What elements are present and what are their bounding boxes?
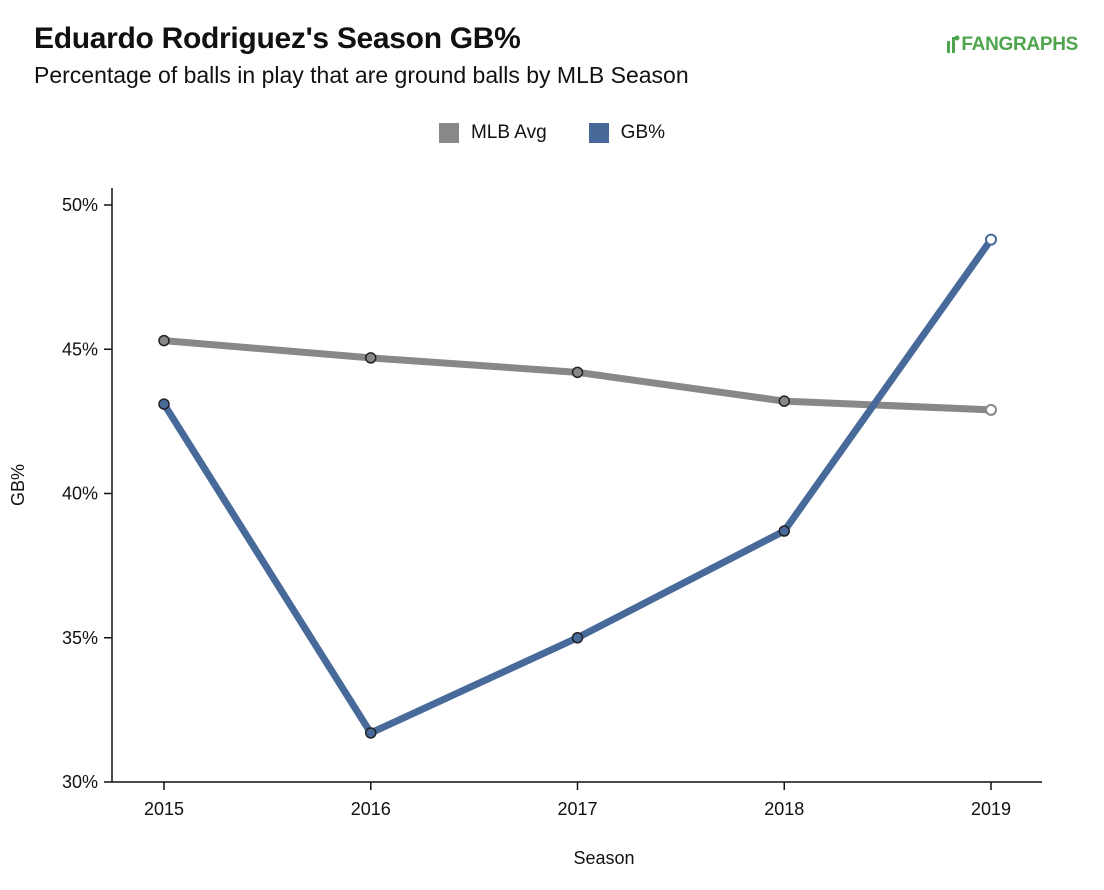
y-tick-label: 40% <box>62 484 98 504</box>
legend-label-gb: GB% <box>620 122 666 143</box>
x-tick-label: 2017 <box>557 799 597 819</box>
legend-item-mlb-avg[interactable]: MLB Avg <box>438 122 547 144</box>
x-axis-title: Season <box>573 848 634 868</box>
y-tick-label: 30% <box>62 772 98 792</box>
data-point-mlb-avg-2019 <box>985 403 997 416</box>
legend-item-gb[interactable]: GB% <box>588 122 666 144</box>
fangraphs-logo-icon <box>947 35 960 53</box>
data-point-gb-2015 <box>158 398 170 410</box>
chart-title: Eduardo Rodriguez's Season GB% <box>34 22 521 55</box>
data-point-gb-2016 <box>365 727 377 739</box>
chart-subtitle: Percentage of balls in play that are gro… <box>34 62 689 88</box>
x-tick-label: 2018 <box>764 799 804 819</box>
series-line-gb <box>160 236 995 737</box>
x-tick-label: 2019 <box>971 799 1011 819</box>
y-tick-label: 45% <box>62 339 98 359</box>
legend-swatch-mlb-avg <box>438 123 459 143</box>
data-point-gb-2018 <box>778 525 790 537</box>
data-point-gb-2019 <box>985 233 997 246</box>
data-point-mlb-avg-2017 <box>571 366 584 379</box>
data-point-mlb-avg-2018 <box>778 395 790 407</box>
fangraphs-logo: FANGRAPHS <box>946 34 1078 56</box>
y-tick-label: 35% <box>62 628 98 648</box>
x-tick-label: 2015 <box>144 799 184 819</box>
y-tick-label: 50% <box>62 195 98 215</box>
x-tick-label: 2016 <box>351 799 391 819</box>
data-point-gb-2017 <box>571 632 584 644</box>
data-point-mlb-avg-2015 <box>158 334 170 347</box>
legend-swatch-gb <box>588 123 609 143</box>
y-axis-title: GB% <box>8 464 28 506</box>
chart-legend: MLB Avg GB% <box>0 122 1104 144</box>
legend-label-mlb-avg: MLB Avg <box>470 122 547 143</box>
data-point-mlb-avg-2016 <box>365 352 377 364</box>
fangraphs-logo-text: FANGRAPHS <box>961 34 1078 55</box>
